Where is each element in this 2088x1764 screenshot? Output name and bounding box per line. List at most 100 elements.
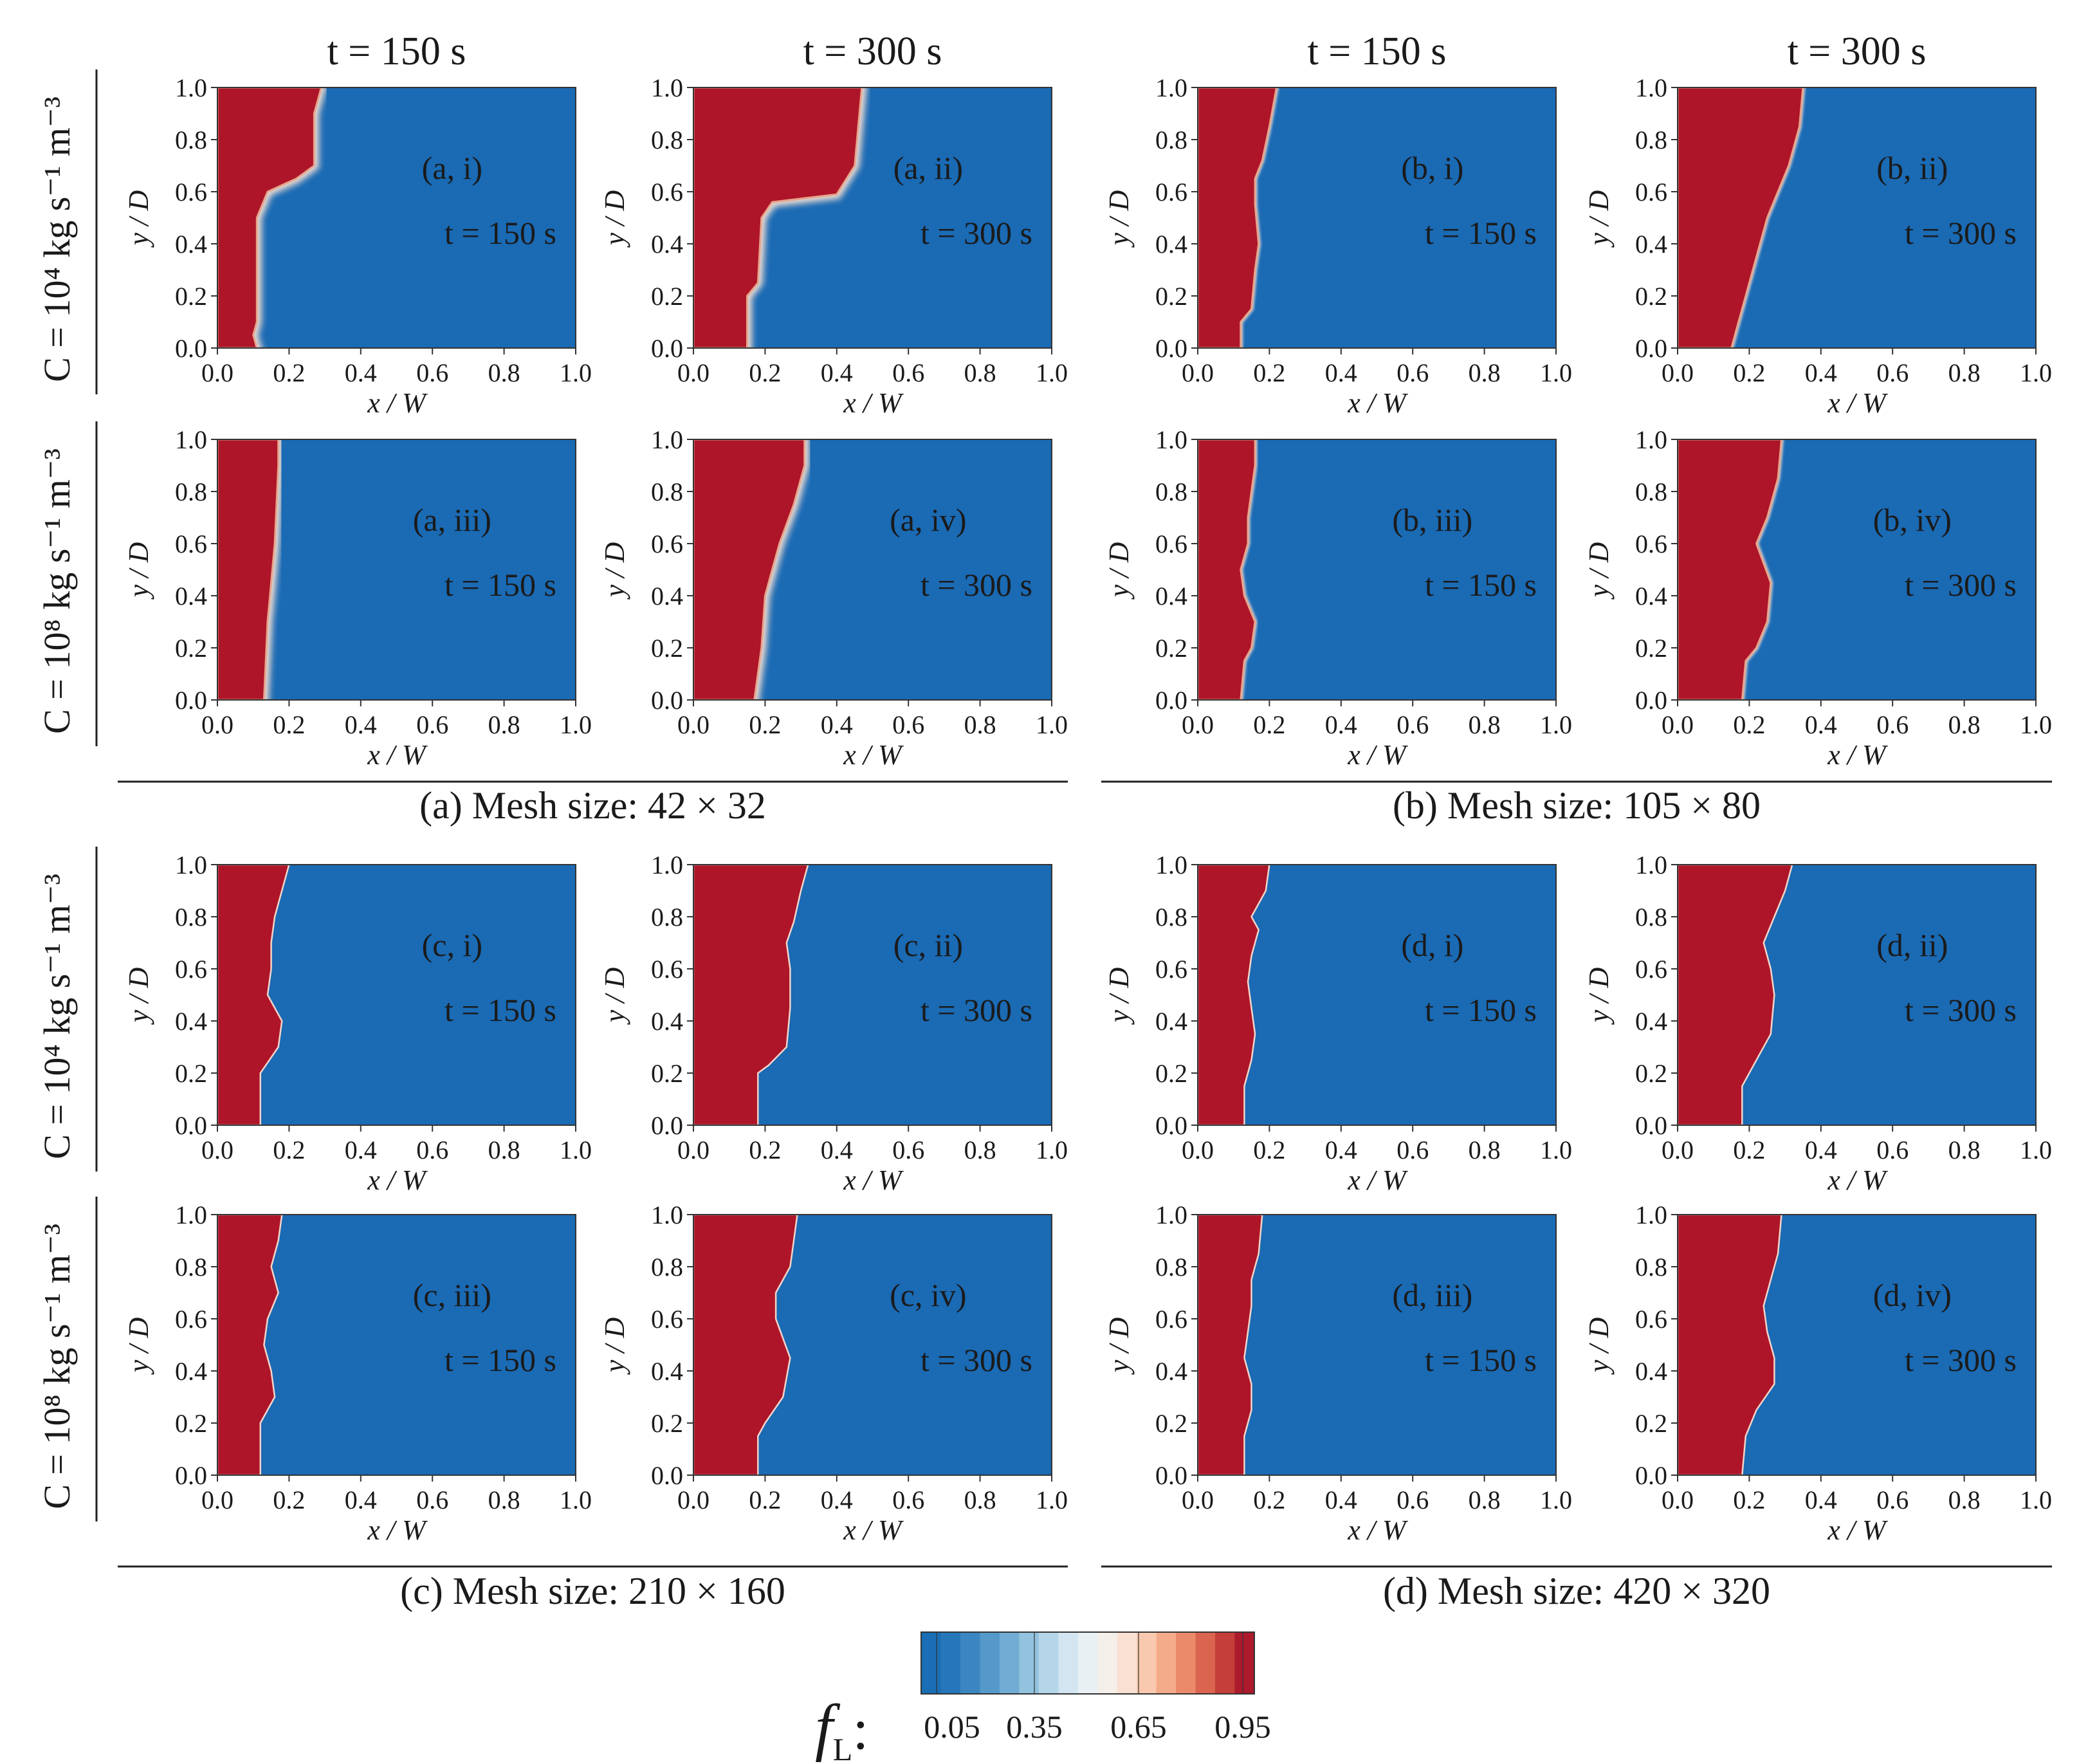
y-tick-label: 0.6	[1635, 955, 1667, 984]
panel-frame	[693, 1214, 1052, 1476]
x-tick-label: 0.6	[416, 1135, 448, 1164]
y-tick-label: 0.8	[175, 477, 207, 506]
x-tick-label: 0.4	[1805, 358, 1837, 387]
x-tick-label: 0.4	[821, 1485, 853, 1514]
y-tick-label: 0.0	[1155, 334, 1187, 363]
y-tick-label: 1.0	[1635, 850, 1667, 879]
x-tick-label: 0.2	[273, 1485, 305, 1514]
x-tick-label: 0.4	[821, 358, 853, 387]
x-tick-label: 0.2	[273, 710, 305, 739]
panel-time: t = 300 s	[920, 992, 1032, 1028]
y-tick-label: 0.0	[1155, 1461, 1187, 1490]
y-axis-label: y / D	[599, 542, 630, 600]
x-axis-label: x / W	[1827, 739, 1888, 771]
liquid-group	[1198, 865, 1270, 1125]
x-tick-label: 0.0	[1662, 358, 1694, 387]
x-tick-label: 0.2	[273, 1135, 305, 1164]
panel-label: (b, ii)	[1876, 150, 1948, 186]
solid-region	[217, 1215, 576, 1475]
y-tick-label: 0.8	[1635, 1253, 1667, 1282]
y-tick-label: 0.6	[1155, 955, 1187, 984]
heatmap-panel: 0.00.0 0.2 0.2 0.4 0.4 0.6 0.6 0.8 0.8 1.0 1.0 x / …	[1583, 1200, 2052, 1546]
y-tick-label: 0.2	[1155, 634, 1187, 663]
x-tick-label: 1.0	[560, 1485, 592, 1514]
y-axis-label: y / D	[599, 968, 630, 1025]
y-tick-label: 0.8	[651, 903, 683, 932]
column-header: t = 150 s	[1308, 30, 1447, 73]
liquid-region	[217, 865, 290, 1125]
colorbar-swatch	[1195, 1632, 1216, 1694]
panel-frame	[217, 439, 576, 701]
x-axis-label: x / W	[1347, 1164, 1408, 1196]
row-label: C = 10⁸ kg s⁻¹ m⁻³	[36, 448, 78, 734]
x-tick-label: 1.0	[1036, 1135, 1068, 1164]
y-axis-label: y / D	[123, 968, 154, 1025]
y-tick-label: 0.2	[651, 1059, 683, 1088]
panel-frame	[1677, 87, 2037, 349]
panel-label: (d, ii)	[1876, 927, 1948, 963]
x-tick-label: 0.4	[1325, 1485, 1357, 1514]
x-tick-label: 0.8	[488, 1135, 520, 1164]
y-tick-label: 0.2	[651, 634, 683, 663]
panel-time: t = 150 s	[444, 567, 556, 603]
y-tick-label: 0.4	[175, 1357, 207, 1386]
panel-frame	[693, 87, 1052, 349]
y-axis-label: y / D	[1103, 1318, 1135, 1375]
liquid-region	[1198, 1215, 1263, 1475]
heatmap-panel: 0.00.0 0.2 0.2 0.4 0.4 0.6 0.6 0.8 0.8 1.0 1.0 x / …	[123, 1200, 592, 1546]
x-tick-label: 0.8	[1469, 1485, 1501, 1514]
y-tick-label: 0.2	[1635, 1059, 1667, 1088]
x-tick-label: 0.6	[892, 710, 924, 739]
y-tick-label: 1.0	[1635, 425, 1667, 454]
y-tick-label: 0.2	[175, 1059, 207, 1088]
colorbar-tick-label: 0.95	[1214, 1709, 1271, 1745]
y-tick-label: 0.8	[1155, 477, 1187, 506]
x-tick-label: 0.6	[416, 358, 448, 387]
x-axis-label: x / W	[1827, 1514, 1888, 1546]
heatmap-panel: 0.00.0 0.2 0.2 0.4 0.4 0.6 0.6 0.8 0.8 1.0 1.0 x / …	[599, 1200, 1068, 1546]
x-tick-label: 1.0	[1540, 710, 1572, 739]
y-tick-label: 1.0	[651, 73, 683, 102]
heatmap-panel: 0.00.0 0.2 0.2 0.4 0.4 0.6 0.6 0.8 0.8 1.0 1.0 x / …	[1583, 850, 2052, 1196]
y-tick-label: 0.0	[1635, 686, 1667, 715]
y-tick-label: 0.4	[1155, 230, 1187, 259]
x-axis-label: x / W	[367, 1514, 428, 1546]
y-tick-label: 0.6	[651, 1305, 683, 1334]
y-tick-label: 0.6	[651, 178, 683, 207]
x-axis-label: x / W	[843, 1514, 904, 1546]
y-tick-label: 0.6	[175, 178, 207, 207]
x-tick-label: 1.0	[560, 1135, 592, 1164]
colorbar: 0.05 0.35 0.65 0.95 fL:	[815, 1631, 1271, 1764]
liquid-group	[1198, 1215, 1263, 1475]
panel-label: (c, iii)	[413, 1277, 491, 1313]
panel-frame	[1197, 439, 1557, 701]
x-tick-label: 0.6	[416, 710, 448, 739]
x-tick-label: 0.8	[488, 710, 520, 739]
x-tick-label: 0.6	[1397, 358, 1429, 387]
y-tick-label: 0.4	[651, 230, 683, 259]
panel-frame	[217, 864, 576, 1126]
x-tick-label: 0.4	[345, 1135, 377, 1164]
y-tick-label: 0.6	[175, 955, 207, 984]
x-tick-label: 0.0	[201, 358, 234, 387]
x-axis-label: x / W	[367, 387, 428, 419]
panel-label: (b, i)	[1401, 150, 1463, 186]
x-tick-label: 0.6	[1876, 1135, 1909, 1164]
x-tick-label: 0.4	[345, 1485, 377, 1514]
column-header: t = 300 s	[803, 30, 942, 73]
liquid-group	[1198, 87, 1279, 348]
y-axis-label: y / D	[1103, 968, 1135, 1025]
liquid-group	[1678, 1215, 1782, 1475]
y-tick-label: 1.0	[1155, 73, 1187, 102]
liquid-region	[217, 439, 280, 700]
y-tick-label: 0.0	[651, 1461, 683, 1490]
x-tick-label: 0.6	[1876, 710, 1909, 739]
y-tick-label: 0.4	[1155, 582, 1187, 611]
y-tick-label: 0.4	[1155, 1007, 1187, 1036]
y-tick-label: 1.0	[1635, 73, 1667, 102]
panel-frame	[1197, 1214, 1557, 1476]
x-tick-label: 1.0	[1036, 710, 1068, 739]
x-axis-label: x / W	[367, 739, 428, 771]
colorbar-tick-label: 0.35	[1006, 1709, 1063, 1745]
